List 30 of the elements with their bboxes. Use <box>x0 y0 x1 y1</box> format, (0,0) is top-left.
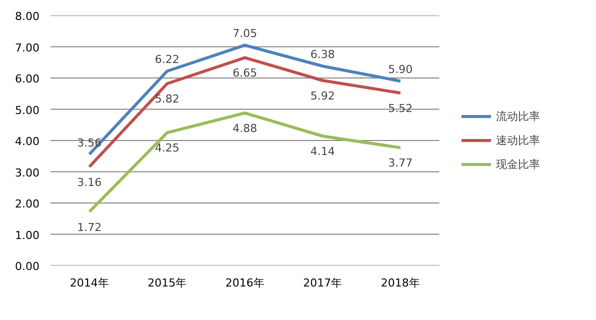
data-label: 6.22 <box>154 53 180 66</box>
y-tick-label: 4.00 <box>15 135 40 148</box>
data-label: 1.72 <box>77 220 102 234</box>
x-tick-label: 2015年 <box>148 276 187 290</box>
legend-label: 现金比率 <box>496 156 540 172</box>
data-label: 5.90 <box>388 63 413 76</box>
x-tick-label: 2017年 <box>303 276 342 290</box>
x-tick-label: 2016年 <box>225 276 264 290</box>
data-label: 5.82 <box>154 92 180 106</box>
y-tick-label: 7.00 <box>15 41 40 54</box>
y-tick-label: 5.00 <box>15 104 40 117</box>
data-label: 6.38 <box>310 48 335 62</box>
data-label: 4.88 <box>232 122 258 135</box>
legend-label: 流动比率 <box>496 108 540 124</box>
legend-label: 速动比率 <box>496 132 540 148</box>
x-tick-label: 2014年 <box>70 276 109 290</box>
data-label: 7.05 <box>232 27 258 40</box>
x-tick-label: 2018年 <box>380 276 420 290</box>
y-tick-label: 8.00 <box>15 10 40 23</box>
data-label: 5.92 <box>310 90 335 102</box>
data-label: 6.65 <box>232 66 258 80</box>
data-label: 4.25 <box>154 142 180 155</box>
y-tick-label: 3.00 <box>15 166 40 180</box>
y-tick-label: 6.00 <box>15 72 40 86</box>
y-tick-label: 1.00 <box>15 228 40 242</box>
data-label: 4.14 <box>310 145 335 158</box>
y-tick-label: 2.00 <box>15 198 40 210</box>
y-tick-label: 0.00 <box>15 260 40 273</box>
data-label: 3.16 <box>77 176 102 189</box>
data-label: 3.77 <box>388 156 413 170</box>
